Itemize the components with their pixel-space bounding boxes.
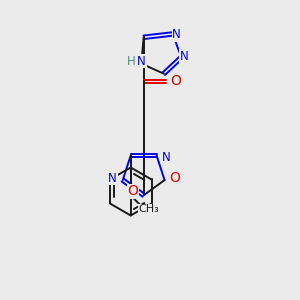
Text: CH₃: CH₃: [138, 205, 159, 214]
Text: N: N: [137, 55, 146, 68]
Text: O: O: [170, 74, 181, 88]
Text: H: H: [127, 55, 136, 68]
Text: N: N: [162, 151, 171, 164]
Text: N: N: [108, 172, 117, 184]
Text: O: O: [169, 171, 180, 185]
Text: N: N: [172, 28, 181, 41]
Text: N: N: [180, 50, 189, 63]
Text: O: O: [127, 184, 138, 199]
Text: S: S: [133, 56, 142, 70]
